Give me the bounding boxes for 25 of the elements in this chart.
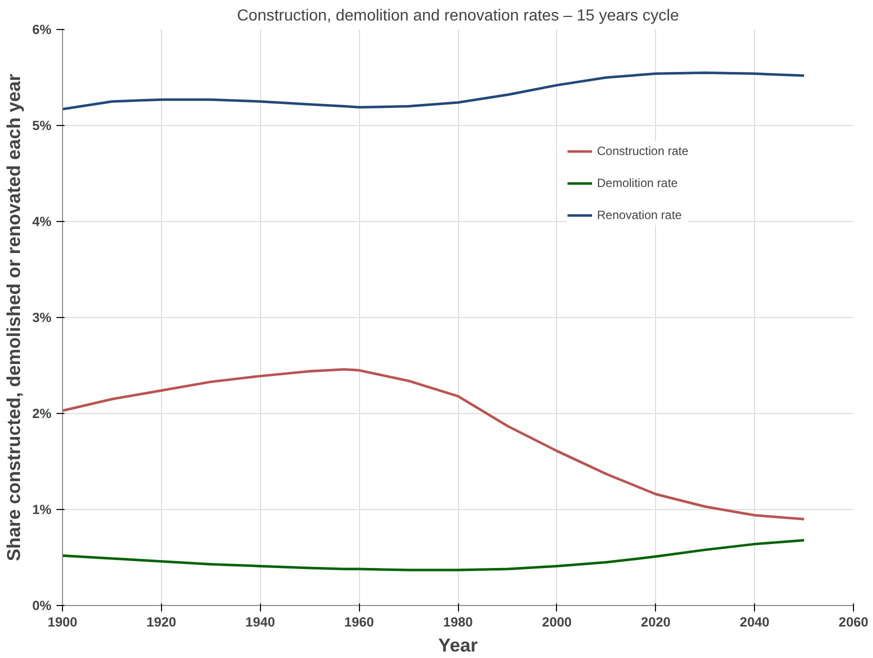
y-tick-label: 6%: [32, 22, 52, 37]
x-tick-label: 1960: [344, 614, 374, 630]
x-tick-label: 1980: [443, 614, 473, 630]
y-tick-label: 5%: [32, 118, 52, 133]
x-tick-label: 1920: [146, 614, 176, 630]
y-axis-title: Share constructed, demolished or renovated each year: [3, 74, 24, 562]
y-tick-label: 4%: [32, 214, 52, 229]
x-tick-label: 2060: [838, 614, 868, 630]
chart-title: Construction, demolition and renovation rates – 15 years cycle: [236, 8, 680, 24]
x-tick-label: 1940: [245, 614, 276, 630]
legend-label: Demolition rate: [597, 176, 678, 190]
line-series: [62, 71, 806, 110]
legend-label: Construction rate: [597, 144, 688, 158]
x-tick-label: 1900: [48, 614, 78, 630]
x-axis-title: Year: [438, 634, 478, 656]
legend-label: Renovation rate: [597, 208, 682, 222]
line-series: [62, 538, 806, 572]
y-tick-label: 1%: [32, 502, 52, 517]
y-tick-label: 3%: [32, 310, 52, 325]
y-tick-label: 0%: [32, 598, 52, 613]
line-series: [62, 368, 806, 520]
x-tick-label: 2040: [740, 614, 770, 630]
x-tick-label: 2000: [542, 614, 572, 630]
x-tick-label: 2020: [640, 614, 671, 630]
y-tick-label: 2%: [32, 406, 52, 421]
